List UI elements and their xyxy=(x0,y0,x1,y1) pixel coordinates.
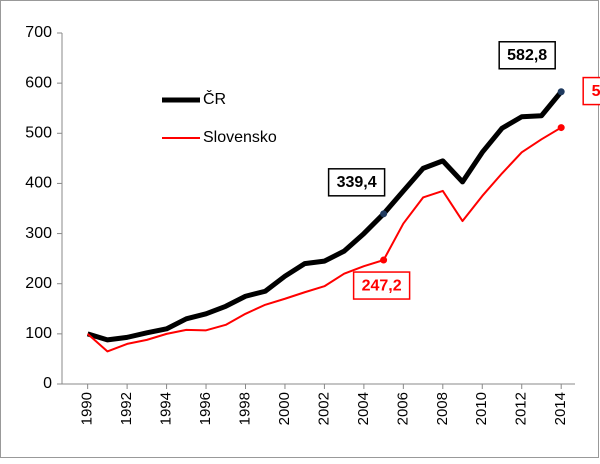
label-box xyxy=(352,271,411,300)
y-tick-label: 400 xyxy=(25,175,52,192)
y-tick-label: 0 xyxy=(43,375,52,392)
x-tick-label: 2006 xyxy=(394,392,411,425)
label-box xyxy=(582,76,600,106)
legend-label: Slovensko xyxy=(203,129,277,146)
data-label: 339,4 xyxy=(337,174,377,191)
x-tick-label: 1996 xyxy=(197,392,214,425)
point xyxy=(380,210,388,218)
data-label: 247,2 xyxy=(362,277,402,294)
y-tick-label: 600 xyxy=(25,74,52,91)
point xyxy=(380,256,388,264)
label-box xyxy=(498,41,556,70)
x-tick-label: 2014 xyxy=(552,392,569,425)
data-label: 582,8 xyxy=(507,47,547,64)
x-tick-label: 2004 xyxy=(355,392,372,425)
x-tick-label: 2010 xyxy=(473,392,490,425)
point xyxy=(557,88,565,96)
legend-label: ČR xyxy=(203,89,226,108)
y-tick-label: 300 xyxy=(25,225,52,242)
y-tick-label: 500 xyxy=(25,125,52,142)
x-tick-label: 2000 xyxy=(276,392,293,425)
line-series xyxy=(86,90,564,343)
label-box xyxy=(327,168,386,197)
y-tick-label: 700 xyxy=(25,24,52,41)
y-tick-label: 100 xyxy=(25,325,52,342)
x-tick-label: 1998 xyxy=(236,392,253,425)
point xyxy=(557,124,565,132)
x-tick-label: 1994 xyxy=(158,392,175,425)
x-tick-label: 2002 xyxy=(315,392,332,425)
x-tick-label: 1990 xyxy=(79,392,96,425)
data-label: 511,4 xyxy=(592,83,600,100)
y-tick-label: 200 xyxy=(25,275,52,292)
line-series xyxy=(86,126,562,353)
x-tick-label: 2008 xyxy=(434,392,451,425)
x-tick-label: 2012 xyxy=(513,392,530,425)
x-tick-label: 1992 xyxy=(118,392,135,425)
